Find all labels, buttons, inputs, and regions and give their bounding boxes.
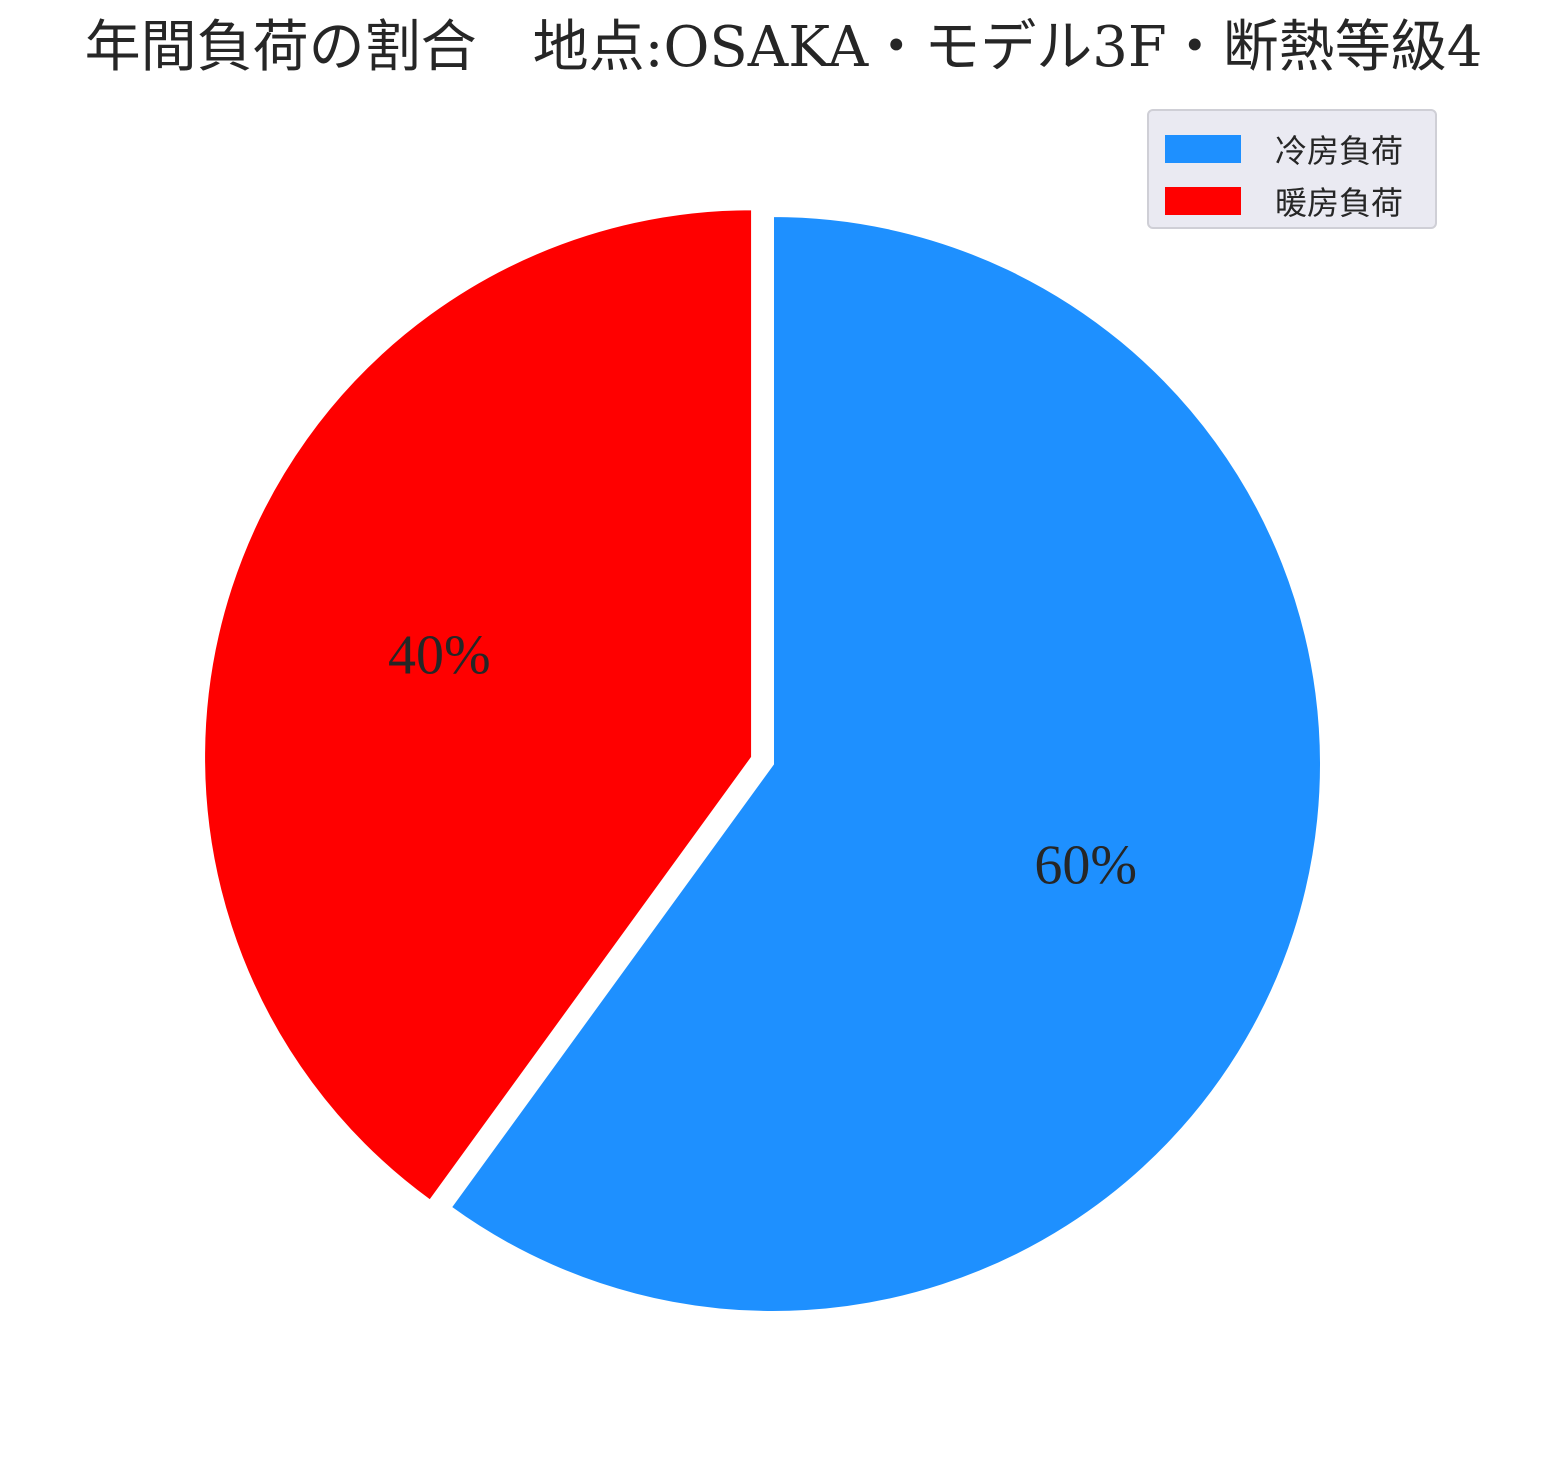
pie-slice-1 (203, 208, 754, 1202)
legend: 冷房負荷 暖房負荷 (1147, 109, 1437, 229)
chart-title: 年間負荷の割合 地点:OSAKA・モデル3F・断熱等級4 (84, 15, 1483, 80)
pie-slice-label-0: 60% (1034, 835, 1137, 897)
legend-swatch-cooling (1165, 135, 1241, 163)
legend-label-cooling: 冷房負荷 (1275, 132, 1404, 170)
legend-swatch-heating (1165, 187, 1241, 215)
pie-slice-0 (449, 214, 1322, 1313)
legend-item-heating: 暖房負荷 (1165, 175, 1435, 227)
legend-label-heating: 暖房負荷 (1275, 184, 1404, 222)
pie-slice-label-1: 40% (388, 625, 491, 687)
legend-item-cooling: 冷房負荷 (1165, 123, 1435, 175)
